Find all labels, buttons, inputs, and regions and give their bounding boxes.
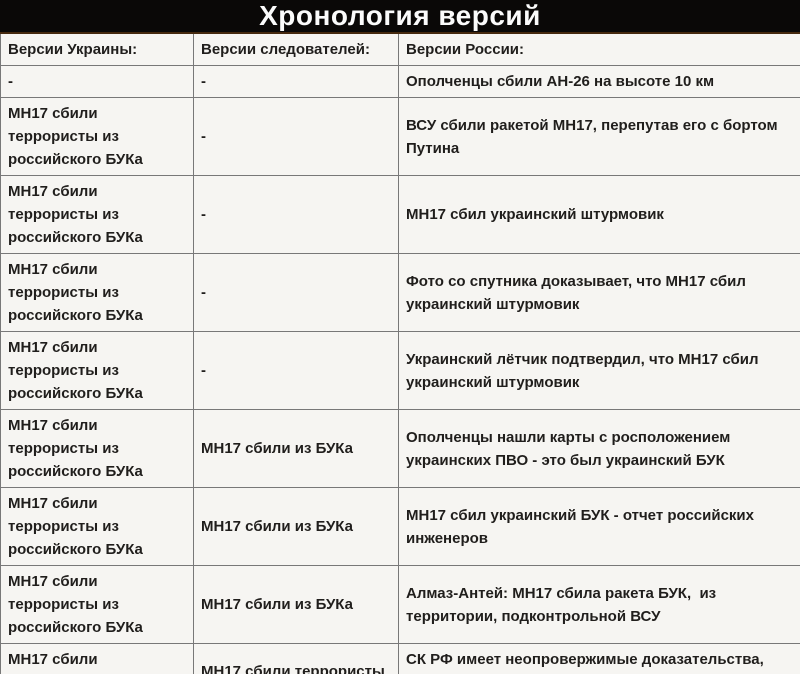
versions-table: Версии Украины: Версии следователей: Вер… <box>0 34 800 674</box>
table-cell: МН17 сбили из БУКа <box>193 565 399 644</box>
table-cell: ВСУ сбили ракетой МН17, перепутав его с … <box>398 97 800 176</box>
table-row: МН17 сбили террористы из российского БУК… <box>0 97 800 176</box>
table-cell: СК РФ имеет неопровержимые доказательств… <box>398 643 800 674</box>
table-cell: - <box>193 253 399 332</box>
table-cell: МН17 сбили террористы из российского БУК… <box>0 253 194 332</box>
table-cell: Алмаз-Антей: МН17 сбила ракета БУК, из т… <box>398 565 800 644</box>
table-row: - - Ополченцы сбили АН-26 на высоте 10 км <box>0 65 800 98</box>
table-cell: МН17 сбили террористы из российского БУК… <box>193 643 399 674</box>
table-cell: МН17 сбили террористы из российского БУК… <box>0 487 194 566</box>
table-cell: МН17 сбили террористы из российского БУК… <box>0 643 194 674</box>
table-row: МН17 сбили террористы из российского БУК… <box>0 253 800 332</box>
table-header-row: Версии Украины: Версии следователей: Вер… <box>0 34 800 66</box>
page-title: Хронология версий <box>259 0 541 31</box>
column-header-russia: Версии России: <box>398 34 800 66</box>
table-row: МН17 сбили террористы из российского БУК… <box>0 409 800 488</box>
column-header-investigators: Версии следователей: <box>193 34 399 66</box>
table-cell: Фото со спутника доказывает, что МН17 сб… <box>398 253 800 332</box>
column-header-ukraine: Версии Украины: <box>0 34 194 66</box>
table-cell: МН17 сбил украинский БУК - отчет российс… <box>398 487 800 566</box>
table-row: МН17 сбили террористы из российского БУК… <box>0 175 800 254</box>
table-cell: МН17 сбили из БУКа <box>193 409 399 488</box>
table-cell: - <box>193 331 399 410</box>
table-row: МН17 сбили террористы из российского БУК… <box>0 487 800 566</box>
table-body: - - Ополченцы сбили АН-26 на высоте 10 км М… <box>0 65 800 674</box>
table-cell: - <box>193 65 399 98</box>
table-row: МН17 сбили террористы из российского БУК… <box>0 565 800 644</box>
table-cell: МН17 сбили террористы из российского БУК… <box>0 331 194 410</box>
table-cell: Украинский лётчик подтвердил, что МН17 с… <box>398 331 800 410</box>
table-cell: - <box>193 175 399 254</box>
table-row: МН17 сбили террористы из российского БУК… <box>0 643 800 674</box>
table-cell: Ополченцы нашли карты с росположением ук… <box>398 409 800 488</box>
title-bar: Хронология версий <box>0 0 800 34</box>
table-cell: - <box>193 97 399 176</box>
table-cell: МН17 сбили террористы из российского БУК… <box>0 565 194 644</box>
table-cell: МН17 сбил украинский штурмовик <box>398 175 800 254</box>
table-cell: МН17 сбили террористы из российского БУК… <box>0 175 194 254</box>
table-cell: Ополченцы сбили АН-26 на высоте 10 км <box>398 65 800 98</box>
table-row: МН17 сбили террористы из российского БУК… <box>0 331 800 410</box>
table-cell: МН17 сбили террористы из российского БУК… <box>0 97 194 176</box>
table-cell: - <box>0 65 194 98</box>
table-cell: МН17 сбили из БУКа <box>193 487 399 566</box>
table-cell: МН17 сбили террористы из российского БУК… <box>0 409 194 488</box>
